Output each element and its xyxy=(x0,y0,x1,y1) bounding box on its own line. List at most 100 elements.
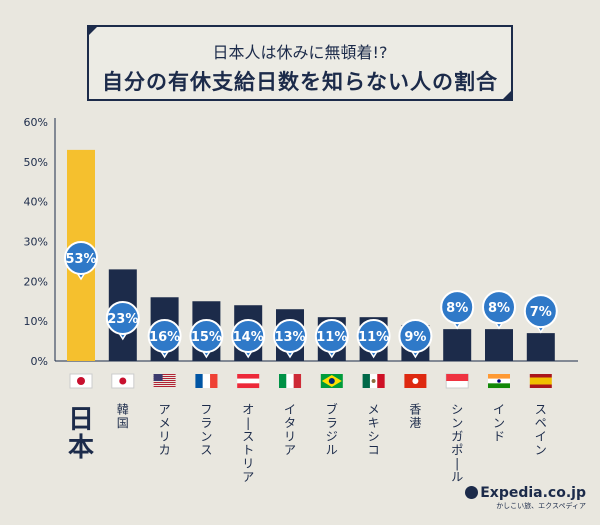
bubble-circle xyxy=(356,319,391,353)
bubble-circle xyxy=(398,319,433,353)
flag-band xyxy=(529,374,552,378)
category-char: イ xyxy=(535,430,547,444)
france-flag-icon xyxy=(195,374,218,388)
category-char: フ xyxy=(200,403,212,417)
data-label: 8% xyxy=(488,301,510,316)
flag-stripe xyxy=(153,374,176,375)
globe-plane-icon xyxy=(465,486,479,499)
data-label: 7% xyxy=(530,305,552,320)
bubble-circle xyxy=(314,319,349,353)
italy-flag-icon xyxy=(279,374,302,388)
y-tick-label: 10% xyxy=(24,315,48,328)
category-char: ン xyxy=(200,430,212,444)
flag-canton xyxy=(153,374,163,381)
flag-band xyxy=(195,374,203,388)
category-char: ラ xyxy=(326,416,338,430)
y-tick-label: 50% xyxy=(24,156,48,169)
y-tick-label: 60% xyxy=(24,116,48,129)
category-char: ン xyxy=(451,416,463,430)
flag-band xyxy=(237,378,260,384)
category-char: 香 xyxy=(409,403,421,417)
category-char: ポ xyxy=(451,443,463,457)
data-label-bubble: 9% xyxy=(398,319,433,359)
category-char: リ xyxy=(242,457,254,471)
data-label: 16% xyxy=(149,330,180,345)
category-char: リ xyxy=(159,430,171,444)
flag-bauhinia xyxy=(412,378,419,384)
flag-emblem xyxy=(371,379,376,383)
data-label: 11% xyxy=(316,330,347,345)
category-label: 香港 xyxy=(409,403,421,431)
category-char: | xyxy=(455,457,459,471)
data-label: 9% xyxy=(404,330,426,345)
category-char: コ xyxy=(368,443,380,457)
bubble-circle xyxy=(482,290,516,325)
hong-kong-flag-icon xyxy=(404,374,427,388)
flag-band xyxy=(279,374,287,388)
category-char: ン xyxy=(535,443,547,457)
bubble-circle xyxy=(105,301,140,335)
category-char: ア xyxy=(242,470,254,484)
bubble-circle xyxy=(231,319,266,353)
category-char: ド xyxy=(493,430,505,444)
category-char: ン xyxy=(493,416,505,430)
category-char: ブ xyxy=(326,402,338,417)
category-char: ル xyxy=(451,470,463,484)
y-tick-label: 0% xyxy=(31,355,48,368)
category-char: 港 xyxy=(409,416,421,430)
category-label: インド xyxy=(493,403,505,444)
bubble-circle xyxy=(523,294,558,329)
expedia-logo: Expedia.co.jp かしこい旅、エクスペディア xyxy=(465,482,586,511)
category-char: イ xyxy=(493,403,505,417)
title-box: 日本人は休みに無頓着!? 自分の有休支給日数を知らない人の割合 xyxy=(87,25,513,101)
japan-flag-icon xyxy=(69,373,93,389)
flag-band xyxy=(237,383,260,389)
category-char: 韓 xyxy=(117,403,129,417)
flag-stripe xyxy=(153,386,176,387)
bubble-circle xyxy=(273,319,307,353)
flag-band xyxy=(237,374,260,379)
usa-flag-icon xyxy=(153,374,176,387)
flag-band xyxy=(488,374,510,379)
category-char: ス xyxy=(535,403,547,417)
bar xyxy=(485,329,513,361)
data-label-bubble: 23% xyxy=(105,301,140,341)
y-tick-label: 40% xyxy=(24,196,48,209)
flag-band xyxy=(210,374,218,388)
data-label-bubble: 8% xyxy=(482,290,516,330)
logo-brand: Expedia.co.jp xyxy=(480,485,586,501)
flag-taeguk xyxy=(119,377,127,385)
data-label: 15% xyxy=(191,330,222,345)
india-flag-icon xyxy=(488,374,510,389)
flag-stripe xyxy=(153,382,176,383)
flag-band xyxy=(488,383,510,389)
south-korea-flag-icon xyxy=(111,373,135,389)
data-label: 53% xyxy=(65,252,96,267)
category-char: リ xyxy=(284,430,296,444)
chart-subtitle: 日本人は休みに無頓着!? xyxy=(212,43,388,62)
bubble-circle xyxy=(64,241,98,275)
data-label-bubble: 11% xyxy=(314,319,349,359)
flag-band xyxy=(293,374,302,388)
bar xyxy=(443,329,472,361)
data-label: 14% xyxy=(233,330,264,345)
category-char: ア xyxy=(159,403,171,417)
flag-sun xyxy=(77,377,85,385)
logo-tagline: かしこい旅、エクスペディア xyxy=(496,502,586,510)
flag-band xyxy=(529,384,552,388)
category-char: ペ xyxy=(535,416,547,430)
data-label-bubble: 16% xyxy=(147,319,182,359)
category-char: ラ xyxy=(200,416,212,430)
category-char: 日 xyxy=(68,405,94,435)
category-char: | xyxy=(246,416,250,430)
category-char: ト xyxy=(242,443,254,457)
flag-band xyxy=(286,374,294,388)
category-char: ガ xyxy=(451,430,463,444)
data-label-bubble: 7% xyxy=(523,294,558,334)
category-char: キ xyxy=(368,416,380,430)
